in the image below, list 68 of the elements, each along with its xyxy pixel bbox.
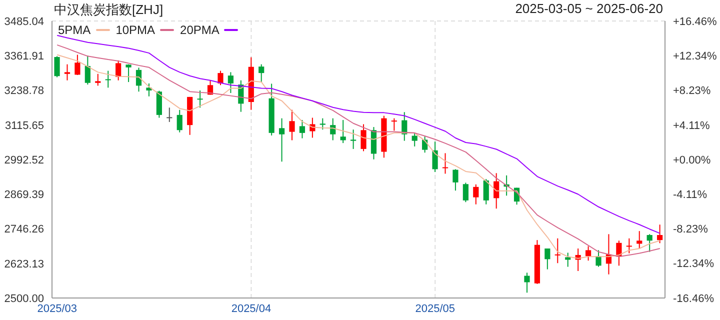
candlestick [64, 64, 70, 81]
candlestick [228, 72, 234, 94]
candlestick [432, 141, 438, 173]
candlestick [565, 252, 571, 268]
chart-title: 中汉焦炭指数[ZHJ] [54, 1, 164, 19]
y2-tick-label: +12.34% [673, 50, 717, 63]
x-tick-label: 2025/03 [37, 303, 77, 315]
candlestick [176, 109, 182, 133]
candlestick [585, 246, 592, 262]
candlestick [299, 119, 306, 139]
candlestick [126, 64, 132, 83]
candlestick [166, 107, 172, 122]
y-tick-label: 2992.52 [4, 154, 44, 166]
y-tick-label: 3238.78 [4, 85, 44, 98]
candlestick [320, 118, 326, 130]
candlestick [218, 70, 224, 86]
y2-tick-label: +8.23% [673, 85, 711, 98]
candlestick [278, 118, 285, 162]
y2-tick-label: -16.46% [673, 292, 714, 305]
candlestick [524, 272, 530, 294]
candlestick [156, 90, 162, 118]
candlestick [422, 136, 428, 154]
y-tick-label: 3115.65 [5, 120, 44, 132]
candlestick [360, 124, 366, 152]
candlestick [84, 55, 90, 86]
y2-tick-label: +4.11% [673, 120, 710, 132]
y-tick-label: 3485.04 [4, 16, 44, 28]
candlestick [340, 119, 346, 144]
candlestick [636, 230, 642, 250]
candlestick [54, 56, 60, 78]
candlestick [473, 184, 479, 205]
candlestick [258, 64, 264, 83]
candlestick [391, 118, 397, 132]
y2-tick-label: +0.00% [673, 154, 711, 166]
y-tick-label: 2623.13 [4, 258, 44, 270]
y-tick-label: 2869.39 [4, 189, 44, 202]
candlestick [596, 250, 602, 268]
candlestick [452, 168, 458, 192]
y-tick-label: 2500.00 [4, 292, 44, 305]
legend-label: 20PMA [180, 23, 220, 37]
y-tick-label: 2746.26 [4, 224, 44, 236]
candlestick [646, 234, 652, 252]
candlestick [105, 70, 111, 88]
candlestick [116, 60, 122, 81]
legend-label: 10PMA [116, 23, 156, 37]
candlestick [146, 82, 152, 97]
candlestick [74, 54, 80, 76]
y2-tick-label: -4.11% [673, 188, 708, 201]
candlestick [554, 238, 560, 264]
candlestick [483, 178, 489, 205]
y2-tick-label: +16.46% [673, 16, 717, 28]
candlestick [350, 129, 356, 150]
x-tick-label: 2025/04 [231, 303, 272, 315]
candlestick [462, 182, 468, 203]
legend-label: 5PMA [58, 23, 91, 37]
candlestick [95, 73, 101, 86]
candlestick [657, 224, 663, 244]
y-tick-label: 3361.91 [4, 50, 44, 63]
candlestick [412, 132, 418, 147]
candlestick [626, 238, 632, 254]
candlestick [197, 90, 203, 108]
x-tick-label: 2025/05 [415, 303, 456, 315]
y2-tick-label: -12.34% [673, 258, 714, 270]
candlestick [442, 152, 448, 174]
candlestick [544, 248, 550, 270]
chart-subtitle: 2025-03-05 ~ 2025-06-20 [515, 1, 663, 16]
y2-tick-label: -8.23% [673, 224, 708, 236]
candlestick [289, 109, 295, 141]
